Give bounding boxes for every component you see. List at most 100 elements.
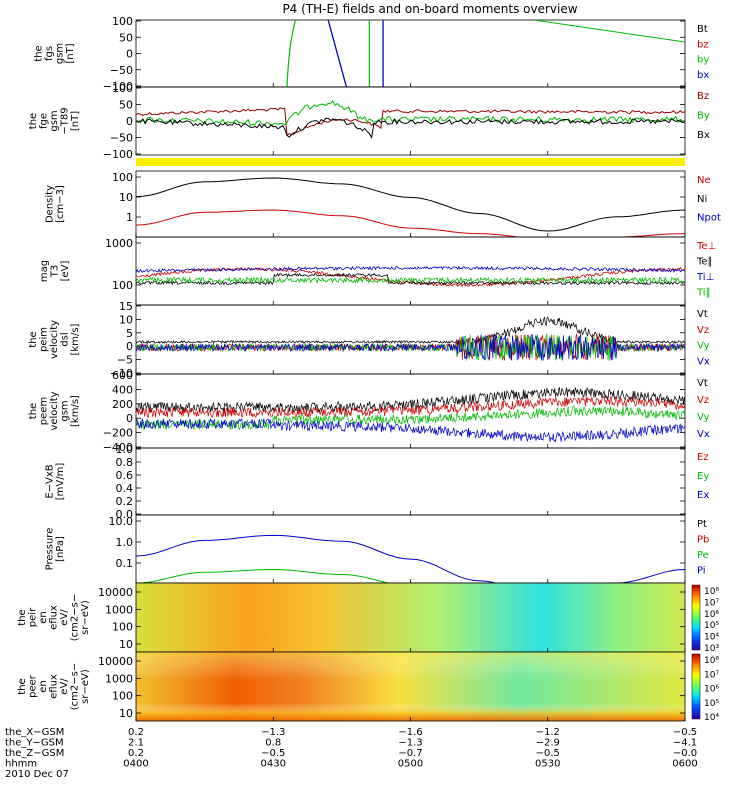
y-axis-label: eflux	[49, 674, 60, 699]
colorbar-label: 10⁵	[704, 621, 719, 631]
legend-Pe: Pe	[697, 550, 709, 561]
trace-Vx	[136, 417, 685, 443]
colorbar: 10⁸ 10⁷ 10⁶ 10⁵ 10⁴	[691, 653, 719, 723]
y-axis-label: (cm2−s−	[70, 594, 81, 641]
y-tick-label: −50	[110, 64, 133, 77]
y-axis-label: −T89	[60, 107, 71, 134]
legend-Pb: Pb	[697, 535, 709, 546]
y-tick-label: 15	[119, 300, 133, 313]
y-tick-label: 0.4	[116, 482, 134, 495]
trace-Vt	[136, 316, 685, 347]
y-axis-label: [km/s]	[70, 395, 81, 427]
legend-Vx: Vx	[697, 356, 710, 367]
legend-Npot: Npot	[697, 213, 721, 224]
xaxis-value: −1.6	[398, 727, 422, 738]
xaxis-value: 0.8	[265, 738, 281, 749]
y-axis-label: gsm	[60, 400, 71, 421]
y-tick-label: 100	[112, 15, 133, 28]
legend-bx: bx	[697, 70, 709, 81]
colorbar-scale	[691, 584, 701, 651]
trace-Bx	[136, 117, 685, 139]
xaxis-value: 2.1	[128, 738, 144, 749]
y-tick-label: 100	[112, 690, 133, 703]
trace-Vx	[136, 333, 685, 361]
y-axis-label: [mV/m]	[55, 463, 66, 501]
y-tick-label: 50	[119, 99, 133, 112]
y-axis-label: peir	[28, 607, 39, 627]
y-tick-label: 0.0	[116, 508, 134, 521]
y-axis-label: Density	[45, 185, 56, 223]
xaxis-row-label: the_X−GSM	[5, 727, 64, 738]
y-axis-label: dsl	[60, 332, 71, 346]
trace-By	[136, 100, 685, 127]
series-Pi	[136, 534, 685, 583]
y-tick-label: 1000	[105, 237, 133, 250]
y-axis-label: Pressure	[45, 528, 56, 571]
legend-Vy: Vy	[697, 412, 710, 423]
y-tick-label: 200	[112, 398, 133, 411]
panel-4: 1000 100 mag T3 [eV] Te⊥ Te∥ Ti⊥ Ti∥	[39, 236, 716, 306]
traces	[136, 265, 685, 288]
xaxis-value: 0.2	[128, 727, 144, 738]
panel-2: 100 50 0 −50 −100 the fge gsm −T89 [nT] Bz By Bx	[28, 82, 710, 161]
xaxis-value: 0500	[398, 759, 423, 770]
legend-Pi: Pi	[697, 566, 706, 577]
y-axis-label: [nT]	[70, 111, 81, 131]
y-axis-label: gsm	[55, 43, 66, 64]
colorbar-label: 10⁷	[704, 670, 719, 680]
y-axis-label: the	[28, 113, 39, 129]
legend-Bt: Bt	[697, 24, 708, 35]
y-tick-label: 400	[112, 383, 133, 396]
traces	[136, 20, 685, 87]
xaxis-value: 0600	[672, 759, 697, 770]
legend-Ti∥: Ti∥	[696, 288, 711, 299]
colorbar-label: 10⁸	[704, 656, 719, 666]
xaxis-value: 0.2	[128, 748, 144, 759]
series-Ni	[136, 177, 685, 232]
legend-Bx: Bx	[697, 130, 710, 141]
xaxis-value: 0430	[261, 759, 286, 770]
xaxis-row-label: the_Y−GSM	[5, 738, 64, 749]
y-axis-label: gsm	[49, 110, 60, 131]
y-axis-label: eV/	[59, 609, 70, 626]
legend-Ne: Ne	[697, 175, 711, 186]
y-axis-label: eflux	[49, 605, 60, 630]
y-axis-label: sr−eV)	[80, 600, 91, 635]
y-tick-label: 0	[126, 340, 133, 353]
y-axis-label: [cm−3]	[55, 185, 66, 223]
y-axis-label: fge	[39, 113, 50, 129]
legend-bz: bz	[697, 39, 709, 50]
panel-3: 100 10 1 Density [cm−3] Ne Ni Npot	[45, 170, 721, 238]
y-axis-label: velocity	[49, 391, 60, 430]
colorbar-label: 10³	[704, 644, 719, 654]
panel-8: 10.0 1.0 0.1 Pressure [nPa] Pt Pb Pe Pi	[45, 514, 709, 584]
trace-Vt	[136, 386, 685, 414]
legend-Te∥: Te∥	[696, 257, 713, 268]
y-tick-label: 10	[119, 707, 133, 720]
y-axis-label: E−VxB	[45, 464, 56, 498]
panel-7: 1.00.80.60.40.20.0 E−VxB [mV/m] Ez Ey Ex	[45, 443, 710, 521]
traces	[136, 316, 685, 362]
date-label: 2010 Dec 07	[5, 769, 69, 780]
y-tick-label: −100	[103, 148, 133, 161]
y-tick-label: 100	[112, 621, 133, 634]
y-axis-label: peem	[39, 397, 50, 425]
colorbar-label: 10⁵	[704, 699, 719, 709]
colorbar-label: 10⁴	[704, 713, 719, 723]
y-axis-label: T3	[50, 265, 61, 278]
legend-Ni: Ni	[697, 194, 707, 205]
y-tick-label: 10000	[98, 586, 133, 599]
colorbar-label: 10⁷	[704, 598, 719, 608]
y-tick-label: 0.6	[116, 469, 134, 482]
xaxis-value: −1.3	[398, 738, 422, 749]
panel-10: 10⁸ 10⁷ 10⁶ 10⁵ 10⁴ 10000 1000 100 10 the peer en ef…	[17, 651, 719, 723]
y-axis-label: [km/s]	[70, 323, 81, 355]
status-bar	[136, 158, 685, 166]
y-tick-label: 1.0	[116, 536, 134, 549]
xaxis-value: −1.2	[536, 727, 560, 738]
y-axis-label: [nT]	[65, 43, 76, 63]
legend-By: By	[697, 110, 710, 121]
